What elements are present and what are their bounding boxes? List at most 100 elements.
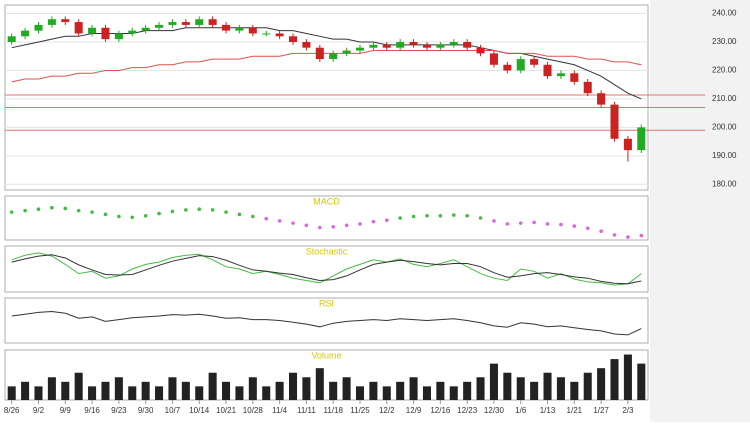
indicator-dot bbox=[344, 223, 349, 228]
y-tick-label: 200.00 bbox=[712, 122, 737, 131]
indicator-dot bbox=[197, 207, 202, 211]
candle-body bbox=[382, 44, 391, 48]
indicator-dot bbox=[117, 214, 121, 219]
candle-body bbox=[21, 30, 30, 37]
indicator-line bbox=[11, 50, 642, 83]
indicator-dot bbox=[545, 222, 550, 226]
volume-bar bbox=[195, 386, 204, 400]
indicator-dot bbox=[170, 209, 175, 214]
candle-body bbox=[235, 27, 244, 31]
x-tick-label: 12/2 bbox=[379, 406, 395, 415]
x-tick-label: 10/7 bbox=[165, 406, 181, 415]
volume-bar bbox=[530, 381, 539, 400]
panel-title: MACD bbox=[313, 196, 340, 206]
volume-bar bbox=[168, 377, 177, 400]
x-tick-label: 1/21 bbox=[567, 406, 583, 415]
indicator-dot bbox=[318, 225, 322, 230]
candle-body bbox=[637, 127, 646, 151]
indicator-dot bbox=[264, 216, 269, 221]
indicator-dot bbox=[398, 216, 402, 220]
volume-bar bbox=[222, 381, 231, 400]
x-tick-label: 9/2 bbox=[33, 406, 45, 415]
indicator-dot bbox=[572, 224, 577, 228]
volume-bar bbox=[114, 377, 123, 400]
volume-bar bbox=[141, 381, 150, 400]
volume-bar bbox=[34, 386, 43, 400]
indicator-line bbox=[11, 252, 642, 286]
volume-bar bbox=[449, 386, 458, 400]
indicator-dot bbox=[63, 206, 68, 211]
panel-title: RSI bbox=[319, 298, 334, 308]
indicator-dot bbox=[612, 233, 617, 237]
volume-bar bbox=[47, 377, 56, 400]
volume-bar bbox=[409, 377, 418, 400]
volume-bar bbox=[342, 377, 351, 400]
indicator-line bbox=[11, 254, 642, 285]
indicator-dot bbox=[90, 210, 94, 214]
candle-body bbox=[396, 42, 405, 48]
indicator-dot bbox=[358, 222, 362, 226]
candle-body bbox=[195, 19, 204, 25]
indicator-dot bbox=[626, 235, 630, 239]
y-tick-label: 220.00 bbox=[712, 66, 737, 75]
candle-body bbox=[128, 30, 137, 34]
indicator-dot bbox=[505, 222, 510, 226]
candle-body bbox=[262, 33, 271, 35]
y-tick-label: 180.00 bbox=[712, 179, 737, 188]
candle-body bbox=[248, 27, 257, 34]
volume-bar bbox=[181, 381, 190, 400]
indicator-dot bbox=[492, 219, 496, 223]
candle-body bbox=[181, 22, 190, 25]
volume-bar bbox=[583, 372, 592, 400]
candle-body bbox=[463, 42, 472, 48]
volume-bar bbox=[503, 372, 512, 400]
candle-body bbox=[288, 36, 298, 42]
candle-body bbox=[47, 19, 56, 25]
indicator-dot bbox=[224, 210, 228, 214]
volume-bar bbox=[88, 386, 97, 400]
candle-body bbox=[61, 19, 70, 23]
volume-bar bbox=[302, 377, 311, 400]
candle-body bbox=[88, 27, 97, 34]
indicator-dot bbox=[103, 212, 108, 217]
indicator-dot bbox=[465, 214, 469, 218]
volume-bar bbox=[275, 381, 284, 400]
panel-frame bbox=[4, 245, 649, 293]
x-tick-label: 11/11 bbox=[297, 406, 316, 415]
indicator-dot bbox=[331, 225, 335, 229]
indicator-dot bbox=[237, 212, 242, 217]
volume-bar bbox=[610, 359, 619, 400]
indicator-dot bbox=[277, 219, 282, 223]
x-tick-label: 11/18 bbox=[323, 406, 343, 415]
indicator-dot bbox=[438, 214, 443, 218]
indicator-dot bbox=[451, 213, 456, 217]
indicator-dot bbox=[532, 220, 536, 225]
x-tick-label: 11/4 bbox=[272, 406, 288, 415]
candle-body bbox=[275, 33, 284, 37]
volume-bar bbox=[463, 381, 472, 400]
candle-body bbox=[449, 42, 458, 45]
x-tick-label: 10/21 bbox=[216, 406, 237, 415]
volume-bar bbox=[543, 372, 552, 400]
indicator-dot bbox=[143, 214, 148, 218]
candle-body bbox=[543, 64, 552, 77]
volume-bar bbox=[422, 386, 431, 400]
volume-bar bbox=[436, 381, 445, 400]
x-tick-label: 9/9 bbox=[60, 406, 72, 415]
y-tick-label: 240.00 bbox=[712, 9, 737, 18]
volume-bar bbox=[382, 386, 391, 400]
volume-bar bbox=[476, 377, 485, 400]
volume-bar bbox=[369, 381, 378, 400]
candle-body bbox=[610, 104, 619, 139]
candle-body bbox=[208, 19, 217, 25]
volume-bar bbox=[597, 368, 606, 400]
volume-bar bbox=[623, 354, 632, 400]
volume-bar bbox=[155, 386, 164, 400]
volume-bar bbox=[7, 386, 16, 400]
candle-body bbox=[34, 24, 43, 31]
indicator-dot bbox=[599, 229, 603, 233]
volume-bar bbox=[21, 381, 30, 400]
candle-body bbox=[409, 42, 418, 45]
candle-body bbox=[516, 59, 525, 71]
volume-bar bbox=[248, 377, 257, 400]
